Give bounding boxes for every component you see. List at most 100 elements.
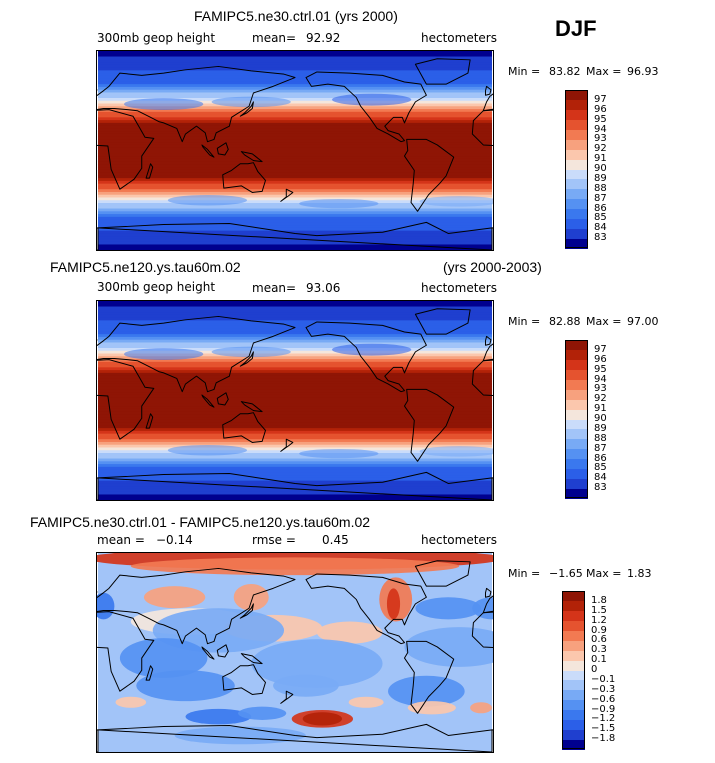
colorbar-swatch bbox=[562, 699, 585, 710]
field-band bbox=[97, 214, 493, 218]
field-band bbox=[97, 411, 493, 415]
field-band bbox=[97, 320, 493, 324]
field-anomaly bbox=[302, 712, 343, 726]
panel2-mean-value: 93.06 bbox=[306, 281, 341, 295]
coastline-north-america bbox=[305, 321, 427, 393]
field-band bbox=[97, 95, 493, 99]
coastline-south-america bbox=[404, 640, 455, 714]
coastline-madagascar bbox=[145, 163, 154, 179]
field-band bbox=[97, 189, 493, 193]
field-band bbox=[97, 461, 493, 465]
colorbar-tick-label: 1.2 bbox=[591, 614, 607, 626]
panel2-map bbox=[96, 300, 494, 501]
field-band bbox=[97, 219, 493, 223]
field-band bbox=[97, 353, 493, 357]
field-band bbox=[97, 375, 493, 379]
field-wave bbox=[419, 196, 493, 207]
field-anomaly bbox=[407, 701, 456, 715]
field-band bbox=[97, 301, 493, 305]
field-band bbox=[97, 314, 493, 319]
field-wave bbox=[419, 446, 493, 457]
field-band bbox=[97, 122, 493, 127]
panel1-map bbox=[96, 50, 494, 251]
coastline-uk bbox=[484, 85, 492, 96]
panel1-units: hectometers bbox=[421, 31, 497, 45]
field-band bbox=[97, 150, 493, 154]
field-wave bbox=[332, 93, 412, 106]
panel3-max-value: 1.83 bbox=[627, 567, 652, 580]
panel1-mean-value: 92.92 bbox=[306, 31, 341, 45]
field-wave bbox=[332, 343, 412, 356]
field-band bbox=[97, 444, 493, 449]
field-band bbox=[97, 306, 493, 310]
field-anomaly bbox=[316, 621, 383, 644]
field-band bbox=[97, 469, 493, 473]
colorbar-swatch bbox=[565, 228, 588, 239]
field-band bbox=[97, 331, 493, 335]
colorbar-swatch bbox=[562, 630, 585, 641]
coastline-africa bbox=[471, 611, 493, 649]
field-band bbox=[97, 56, 493, 60]
colorbar-swatch bbox=[565, 178, 588, 190]
field-band bbox=[97, 464, 493, 468]
field-band bbox=[97, 227, 493, 232]
coastline-uk bbox=[97, 339, 98, 342]
field-band bbox=[97, 241, 493, 246]
field-band bbox=[97, 361, 493, 366]
field-band bbox=[97, 428, 493, 432]
field-anomaly bbox=[415, 597, 482, 620]
coastline-new-guinea bbox=[240, 401, 263, 413]
colorbar-tick-label: 97 bbox=[594, 343, 607, 355]
colorbar-swatch bbox=[565, 208, 588, 219]
coastline-uk bbox=[97, 89, 98, 92]
coastline-sumatra bbox=[201, 394, 215, 408]
field-band bbox=[97, 378, 493, 382]
panel3-rmse-value: 0.45 bbox=[322, 533, 349, 547]
colorbar-swatch bbox=[562, 660, 585, 671]
field-wave bbox=[299, 198, 379, 209]
coastline-australia bbox=[222, 412, 266, 443]
field-band bbox=[97, 183, 493, 188]
field-band bbox=[97, 430, 493, 435]
colorbar-tick-label: 84 bbox=[594, 472, 607, 484]
field-band bbox=[97, 128, 493, 132]
coastline-australia bbox=[222, 664, 266, 695]
colorbar-swatch bbox=[562, 679, 585, 691]
coastline-africa bbox=[97, 359, 155, 440]
field-band bbox=[97, 164, 493, 168]
colorbar-tick-label: 1.8 bbox=[591, 594, 607, 606]
field-band bbox=[97, 51, 493, 55]
colorbar-frame bbox=[565, 340, 588, 498]
panel3-rmse-label: rmse = bbox=[252, 533, 296, 547]
season-label: DJF bbox=[555, 16, 597, 41]
coastline-borneo bbox=[216, 644, 229, 658]
colorbar-swatch bbox=[565, 349, 588, 361]
colorbar-swatch bbox=[565, 139, 588, 150]
coastline-new-zealand bbox=[280, 690, 294, 704]
field-band bbox=[97, 142, 493, 146]
field-band bbox=[97, 247, 493, 250]
field-band bbox=[97, 211, 493, 215]
field-band bbox=[97, 111, 493, 116]
coastline-africa bbox=[471, 359, 493, 397]
panel2-units: hectometers bbox=[421, 281, 497, 295]
panel2-years: (yrs 2000-2003) bbox=[443, 259, 542, 275]
colorbar-tick-label: 0.9 bbox=[591, 624, 607, 636]
colorbar-swatch bbox=[565, 458, 588, 469]
field-band bbox=[97, 169, 493, 174]
panel2-title: FAMIPC5.ne120.ys.tau60m.02 bbox=[50, 259, 241, 275]
field-band bbox=[97, 62, 493, 66]
field-wave bbox=[167, 444, 248, 456]
field-band bbox=[97, 158, 493, 163]
colorbar-tick-label: 87 bbox=[594, 442, 607, 454]
panel1-title: FAMIPC5.ne30.ctrl.01 (yrs 2000) bbox=[194, 8, 398, 24]
field-anomaly bbox=[143, 586, 206, 609]
panel3-mean-value: −0.14 bbox=[156, 533, 193, 547]
panel1-min-label: Min = bbox=[508, 65, 541, 78]
colorbar-swatch bbox=[565, 238, 588, 249]
field-band bbox=[97, 230, 493, 235]
field-band bbox=[97, 233, 493, 237]
field-band bbox=[97, 117, 493, 121]
field-band bbox=[97, 417, 493, 421]
field-band bbox=[97, 383, 493, 388]
